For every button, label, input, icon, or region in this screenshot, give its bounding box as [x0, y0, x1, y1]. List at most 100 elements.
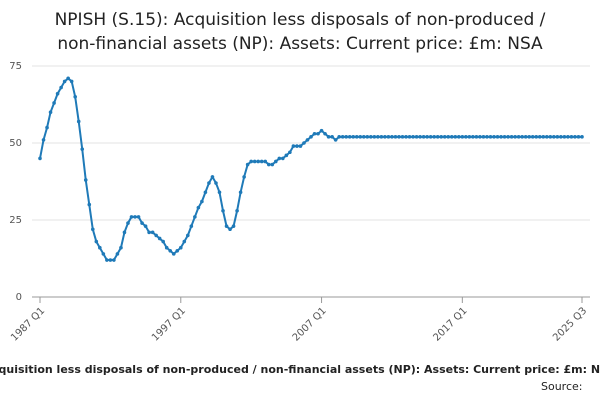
point: [200, 199, 204, 204]
chart-title: non-financial assets (NP): Assets: Curre…: [57, 34, 543, 54]
point: [467, 135, 472, 139]
point: [330, 135, 334, 139]
point: [309, 135, 313, 139]
point: [541, 135, 546, 139]
point: [376, 135, 380, 139]
point: [509, 135, 514, 139]
point: [393, 135, 398, 139]
point: [214, 181, 218, 185]
point: [196, 205, 201, 210]
point: [154, 233, 158, 238]
point: [80, 147, 85, 151]
point: [305, 138, 310, 142]
y-tick-label: 25: [9, 215, 22, 226]
point: [383, 135, 387, 139]
point: [178, 245, 183, 250]
point: [38, 156, 42, 161]
point: [404, 135, 408, 139]
point: [576, 135, 581, 139]
point: [55, 91, 60, 96]
point: [281, 156, 285, 161]
point: [41, 138, 46, 142]
point: [140, 221, 144, 225]
point: [161, 239, 165, 244]
point: [210, 175, 215, 179]
point: [516, 135, 521, 139]
x-tick-label: 1997 Q1: [150, 305, 188, 343]
point: [186, 233, 190, 238]
point: [495, 135, 500, 139]
point: [238, 190, 243, 195]
point: [59, 85, 63, 90]
point: [464, 135, 468, 139]
point: [499, 135, 503, 139]
point: [108, 258, 113, 262]
point: [537, 135, 542, 139]
point: [446, 135, 451, 139]
point: [171, 252, 176, 256]
point: [400, 135, 405, 139]
point: [344, 135, 348, 139]
point: [119, 245, 123, 250]
point: [527, 135, 532, 139]
point: [129, 215, 134, 219]
point: [69, 79, 74, 84]
point: [112, 258, 116, 262]
point: [559, 135, 563, 139]
point: [471, 135, 475, 139]
point: [150, 230, 155, 235]
point: [323, 131, 327, 136]
point: [298, 144, 303, 148]
point: [492, 135, 496, 139]
point: [94, 239, 99, 244]
point: [414, 135, 419, 139]
point: [569, 135, 574, 139]
point: [164, 245, 169, 250]
point: [83, 178, 88, 182]
point: [361, 135, 366, 139]
point: [566, 135, 570, 139]
point: [168, 249, 173, 253]
point: [485, 135, 489, 139]
point: [390, 135, 394, 139]
x-tick-label: 2007 Q1: [291, 305, 329, 343]
point: [231, 224, 236, 228]
point: [502, 135, 507, 139]
point: [523, 135, 528, 139]
point: [481, 135, 486, 139]
point: [379, 135, 384, 139]
point: [453, 135, 458, 139]
x-axis-label: Acquisition less disposals of non-produc…: [0, 363, 600, 376]
point: [358, 135, 363, 139]
y-tick-label: 50: [9, 138, 22, 149]
point: [552, 135, 556, 139]
point: [245, 162, 250, 167]
y-tick-label: 0: [16, 292, 22, 303]
point: [435, 135, 440, 139]
point: [66, 76, 70, 81]
point: [474, 135, 479, 139]
point: [266, 162, 271, 167]
point: [277, 156, 282, 161]
point: [228, 227, 232, 232]
point: [48, 110, 53, 114]
series-line: [39, 76, 582, 262]
point: [256, 159, 261, 164]
point: [488, 135, 493, 139]
point: [478, 135, 482, 139]
x-tick-label: 2017 Q1: [431, 305, 469, 343]
point: [340, 135, 345, 139]
point: [530, 135, 535, 139]
point: [242, 175, 246, 179]
point: [224, 224, 229, 228]
point: [207, 181, 211, 185]
point: [182, 239, 187, 244]
point: [217, 190, 222, 195]
point: [252, 159, 257, 164]
point: [98, 245, 102, 250]
point: [52, 101, 56, 105]
point: [369, 135, 373, 139]
y-tick-label: 75: [9, 61, 22, 72]
point: [157, 236, 162, 241]
